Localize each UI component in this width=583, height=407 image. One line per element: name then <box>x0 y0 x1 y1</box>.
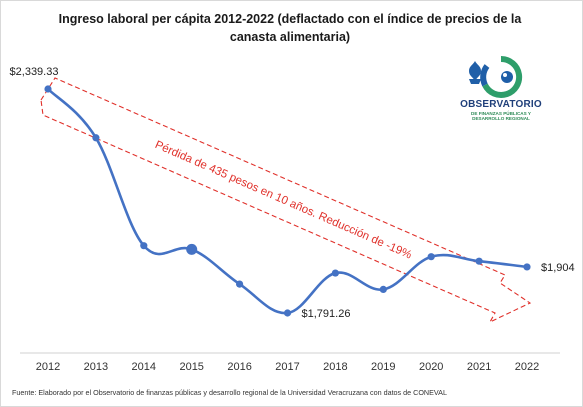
x-tick-label: 2020 <box>419 361 443 373</box>
logo-emblem-icon <box>469 55 523 98</box>
x-tick-label: 2014 <box>132 361 156 373</box>
x-tick-label: 2018 <box>323 361 347 373</box>
data-point <box>140 242 148 250</box>
data-point <box>186 243 198 255</box>
data-label: $1,904 <box>541 262 575 274</box>
x-tick-label: 2015 <box>179 361 203 373</box>
observatorio-logo: OBSERVATORIO DE FINANZAS PÚBLICAS Y DESA… <box>455 55 547 125</box>
x-tick-label: 2019 <box>371 361 395 373</box>
loss-annotation-text: Pérdida de 435 pesos en 10 años. Reducci… <box>153 139 413 262</box>
source-note: Fuente: Elaborado por el Observatorio de… <box>12 388 447 397</box>
x-tick-label: 2016 <box>227 361 251 373</box>
data-point <box>331 269 339 277</box>
x-tick-label: 2013 <box>84 361 108 373</box>
data-point <box>475 257 483 265</box>
x-tick-label: 2017 <box>275 361 299 373</box>
data-point <box>92 134 100 142</box>
data-point <box>283 309 292 317</box>
data-point <box>427 253 435 261</box>
x-tick-label: 2022 <box>515 361 539 373</box>
data-point <box>236 280 244 288</box>
data-label: $1,791.26 <box>302 308 351 320</box>
x-tick-label: 2012 <box>36 361 60 373</box>
chart-title: Ingreso laboral per cápita 2012-2022 (de… <box>40 10 540 46</box>
logo-subtitle: DE FINANZAS PÚBLICAS Y DESARROLLO REGION… <box>471 111 531 121</box>
series-line <box>46 87 529 315</box>
data-label: $2,339.33 <box>10 66 59 78</box>
logo-name: OBSERVATORIO <box>460 99 542 110</box>
chart-title-line-1: Ingreso laboral per cápita 2012-2022 (de… <box>58 12 522 26</box>
data-point <box>523 263 531 271</box>
data-point <box>379 285 387 294</box>
loss-arrow-annotation <box>40 77 532 324</box>
chart-title-line-2: canasta alimentaria) <box>229 30 351 44</box>
data-point <box>44 85 52 93</box>
x-tick-label: 2021 <box>467 361 491 373</box>
